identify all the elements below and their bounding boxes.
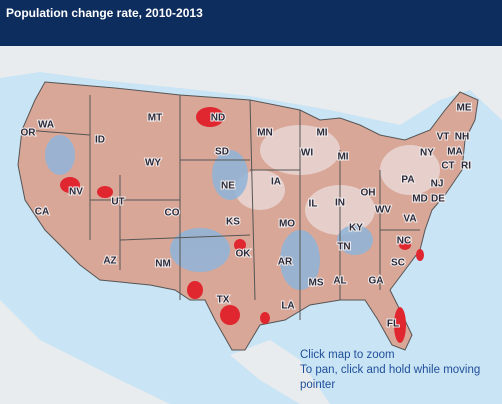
state-label: FL [387, 319, 399, 330]
state-label: OK [236, 249, 252, 260]
state-borders [24, 95, 420, 320]
state-label: MI [337, 152, 348, 163]
state-label: ME [457, 103, 472, 114]
state-label: NH [455, 132, 469, 143]
state-label: OR [21, 128, 37, 139]
state-label: GA [369, 276, 384, 287]
state-label: LA [281, 301, 294, 312]
state-label: ND [211, 113, 225, 124]
state-label: NM [155, 259, 171, 270]
state-label: NJ [431, 179, 444, 190]
state-label: MI [316, 128, 327, 139]
state-label: VT [437, 132, 450, 143]
state-label: WY [145, 158, 161, 169]
state-label: KS [226, 217, 240, 228]
state-label: MS [309, 278, 324, 289]
state-label: CO [165, 208, 180, 219]
title: Population change rate, 2010-2013 [6, 6, 203, 20]
state-label: AL [333, 276, 346, 287]
state-label: RI [461, 161, 471, 172]
land-mexico [230, 340, 330, 404]
state-label: DE [431, 194, 445, 205]
instruction: To pan, click and hold while moving [300, 364, 480, 376]
state-label: ID [95, 135, 105, 146]
state-label: WV [375, 205, 391, 216]
blue-areas [45, 135, 373, 290]
state-label: MD [412, 194, 428, 205]
state-label: CA [35, 207, 49, 218]
state-label: MT [148, 113, 162, 124]
state-label: MN [257, 128, 273, 139]
state-label: CT [441, 161, 454, 172]
us-land [17, 81, 479, 351]
state-label: SC [391, 258, 405, 269]
state-label: NC [397, 236, 411, 247]
state-label: MA [447, 147, 463, 158]
red-areas [60, 107, 424, 343]
state-label: NV [69, 187, 83, 198]
state-label: AR [278, 257, 293, 268]
state-label: IA [271, 177, 281, 188]
header: Population change rate, 2010-2013 [0, 0, 502, 46]
state-label: IN [335, 198, 345, 209]
state-label: WI [301, 148, 313, 159]
land-south [0, 300, 170, 404]
state-label: KY [349, 223, 363, 234]
state-label: OH [361, 188, 376, 199]
state-label: UT [111, 197, 124, 208]
state-label: IL [309, 199, 318, 210]
state-label: MO [279, 219, 295, 230]
instruction: pointer [300, 379, 335, 391]
state-label: AZ [103, 256, 116, 267]
state-label: NY [420, 148, 434, 159]
state-label: NE [221, 181, 235, 192]
state-label: PA [401, 175, 414, 186]
state-label: TN [337, 242, 350, 253]
state-label: WA [38, 120, 54, 131]
instruction: Click map to zoom [300, 349, 395, 361]
state-label: SD [215, 147, 229, 158]
land-north [0, 46, 502, 125]
state-label: VA [403, 214, 416, 225]
state-label: TX [217, 295, 230, 306]
